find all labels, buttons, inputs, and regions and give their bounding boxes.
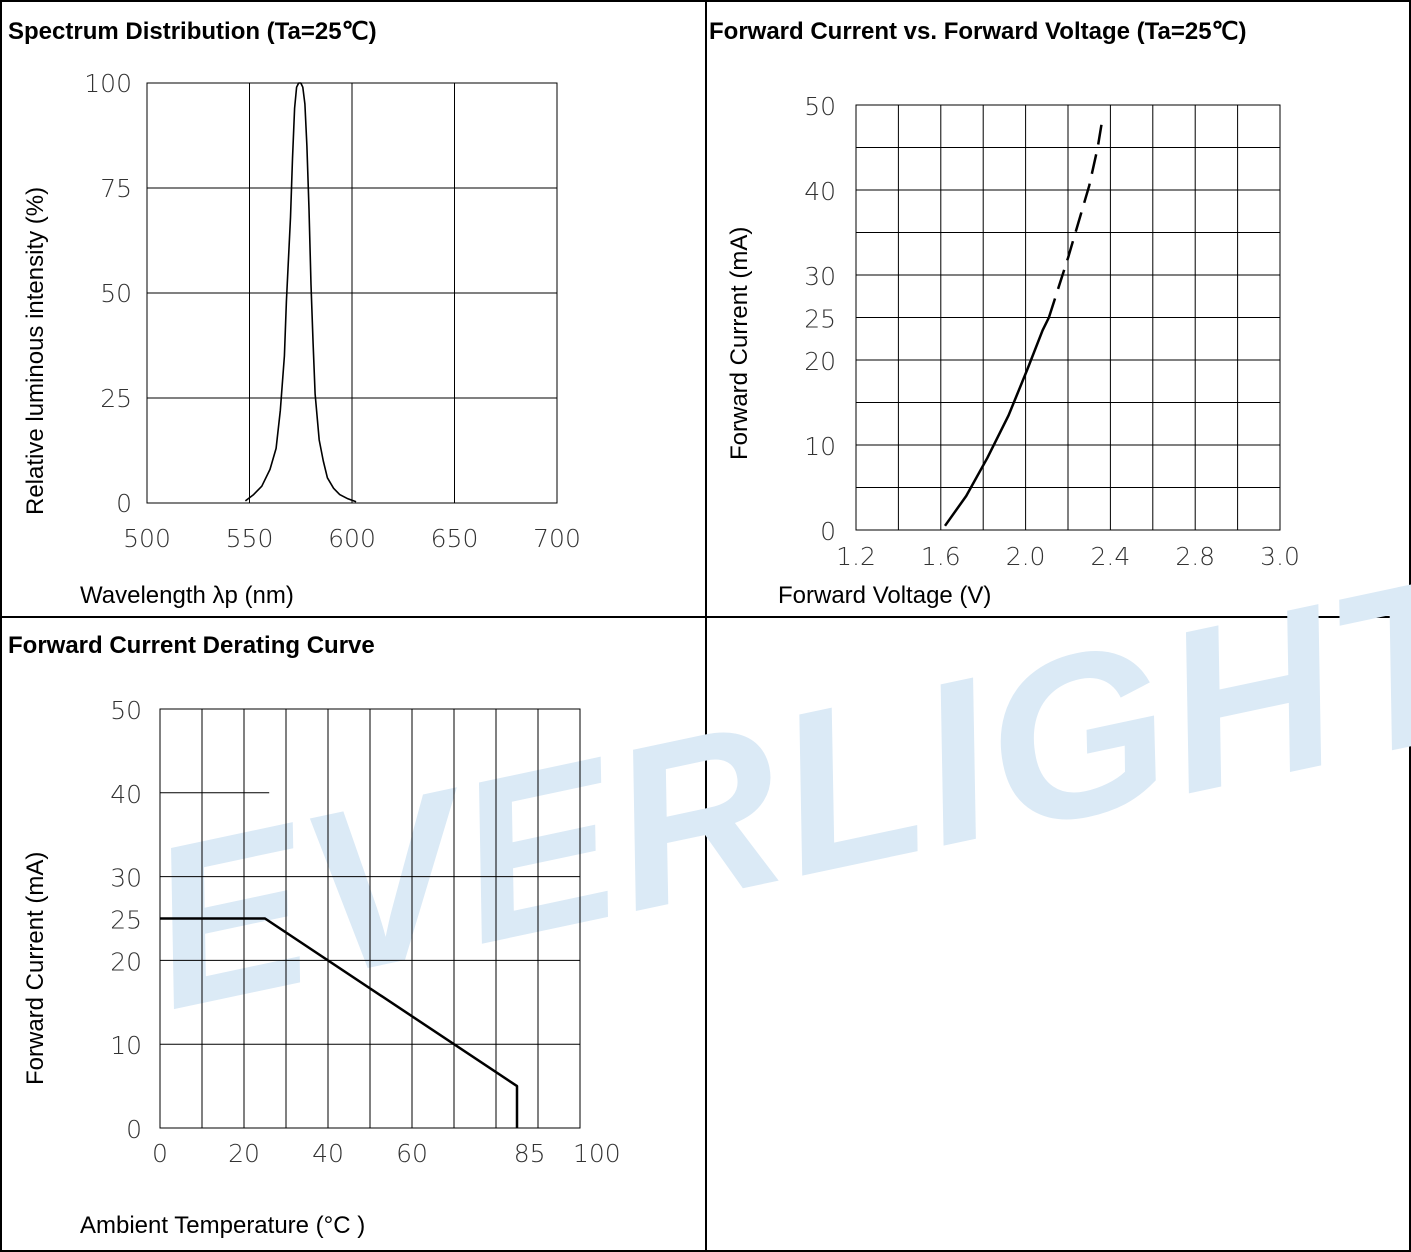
y-tick-label: 30	[110, 864, 142, 893]
y-tick-label: 40	[110, 780, 142, 809]
spectrum-title: Spectrum Distribution (Ta=25℃)	[8, 18, 377, 45]
x-tick-label: 60	[396, 1139, 428, 1168]
y-tick-label: 20	[804, 347, 836, 376]
y-tick-label: 25	[110, 906, 142, 935]
series-line	[244, 82, 357, 503]
y-tick-label: 10	[804, 432, 836, 461]
x-tick-label: 2.0	[1006, 542, 1046, 571]
x-tick-label: 0	[152, 1139, 168, 1168]
x-tick-label: 700	[533, 524, 581, 553]
x-tick-label: 3.0	[1260, 542, 1300, 571]
y-tick-label: 25	[100, 384, 132, 413]
x-tick-label: 20	[228, 1139, 260, 1168]
y-tick-label: 50	[100, 279, 132, 308]
iv-title: Forward Current vs. Forward Voltage (Ta=…	[709, 18, 1247, 45]
y-tick-label: 50	[804, 92, 836, 121]
x-tick-label: 100	[573, 1139, 621, 1168]
y-tick-label: 40	[804, 177, 836, 206]
series-line	[943, 316, 1051, 527]
series-line	[1047, 121, 1104, 318]
derating-title: Forward Current Derating Curve	[8, 632, 375, 659]
y-tick-label: 0	[820, 517, 836, 546]
y-tick-label: 30	[804, 262, 836, 291]
y-tick-label: 10	[110, 1031, 142, 1060]
x-tick-label: 550	[226, 524, 274, 553]
x-tick-label: 500	[123, 524, 171, 553]
derating-x-label: Ambient Temperature (°C )	[80, 1212, 366, 1239]
derating-chart: 0 20 40 60 85 100 0 10 20 25 30 40 50	[110, 696, 621, 1168]
x-tick-label: 2.8	[1175, 542, 1215, 571]
y-tick-label: 25	[804, 305, 836, 334]
iv-x-label: Forward Voltage (V)	[778, 582, 992, 609]
spectrum-x-label: Wavelength λp (nm)	[80, 582, 294, 609]
y-tick-label: 50	[110, 696, 142, 725]
y-tick-label: 0	[116, 489, 132, 518]
x-tick-label: 2.4	[1091, 542, 1131, 571]
x-tick-label: 600	[328, 524, 376, 553]
x-tick-label: 85	[514, 1139, 546, 1168]
y-tick-label: 100	[84, 69, 132, 98]
x-tick-label: 650	[431, 524, 479, 553]
series-line	[160, 917, 519, 1128]
iv-chart: 1.2 1.6 2.0 2.4 2.8 3.0 0 10 20 25 30 40 50	[804, 92, 1300, 571]
x-tick-label: 40	[312, 1139, 344, 1168]
y-tick-label: 75	[100, 174, 132, 203]
x-tick-label: 1.6	[921, 542, 961, 571]
spectrum-chart: 500 550 600 650 700 0 25 50 75 100	[84, 69, 581, 553]
x-tick-label: 1.2	[836, 542, 876, 571]
y-tick-label: 20	[110, 947, 142, 976]
y-tick-label: 0	[126, 1115, 142, 1144]
